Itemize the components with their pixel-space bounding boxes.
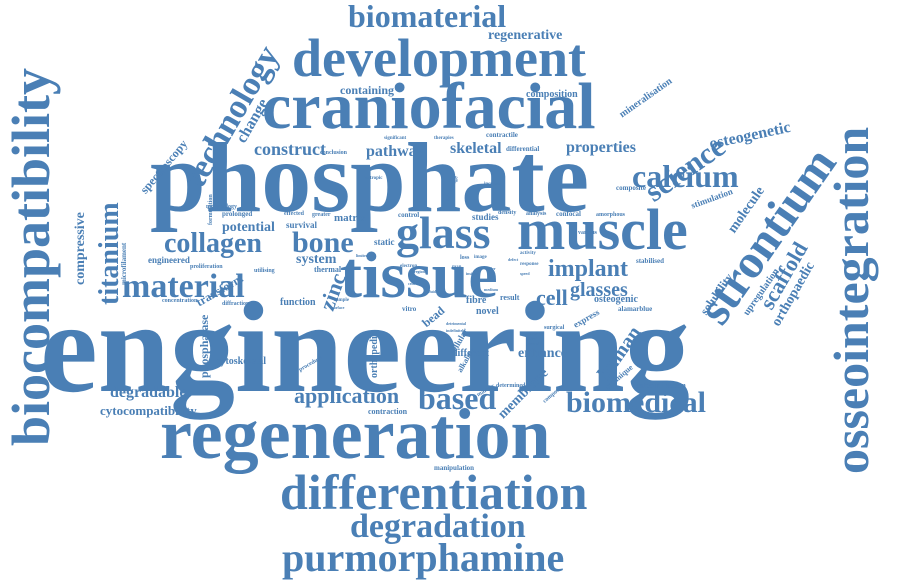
word-loss: loss xyxy=(460,255,469,261)
word-manipulation: manipulation xyxy=(434,465,474,472)
word-conclusion: conclusion xyxy=(320,150,347,156)
word-increase: increase xyxy=(484,182,501,187)
word-various: various xyxy=(578,230,597,236)
word-studies: studies xyxy=(472,213,499,222)
word-differ: differ xyxy=(486,267,496,271)
word-osteoinduction: osteoinduction xyxy=(636,382,686,390)
word-engineered: engineered xyxy=(148,256,190,265)
word-prolonged: prolonged xyxy=(222,211,252,218)
word-diffraction: diffraction xyxy=(222,301,249,307)
word-properties: properties xyxy=(566,140,636,156)
word-pathway: pathway xyxy=(366,144,425,160)
word-limited: limited xyxy=(356,254,368,258)
word-calcium: calcium xyxy=(632,160,739,192)
word-composite: composite xyxy=(616,185,646,192)
word-image: image xyxy=(474,255,487,260)
word-potential: potential xyxy=(222,221,275,235)
word-vitro: vitro xyxy=(402,306,416,313)
word-control: control xyxy=(398,212,419,219)
word-enhance: enhance xyxy=(518,347,567,361)
word-orthopedic: orthopedic xyxy=(370,332,380,378)
word-stabilised: stabilised xyxy=(636,258,664,265)
word-osteogenetic: osteogenetic xyxy=(708,120,792,153)
word-phosphatase: phosphatase xyxy=(198,315,210,378)
word-surface: surface xyxy=(332,306,344,310)
word-contraction: contraction xyxy=(368,408,407,416)
word-matrix: matrix xyxy=(334,213,366,224)
word-fibre: fibre xyxy=(466,296,486,306)
word-thermal: thermal xyxy=(314,266,341,274)
word-cells: cells xyxy=(408,282,415,286)
word-compressive: compressive xyxy=(74,212,88,285)
word-cytoskeletal: cytoskeletal xyxy=(216,357,266,367)
word-result: result xyxy=(500,294,519,302)
word-containing: containing xyxy=(340,84,394,96)
word-significant: significant xyxy=(384,136,406,141)
word-skeletal: skeletal xyxy=(450,141,502,157)
word-amorphous: amorphous xyxy=(596,212,625,218)
word-concentration: concentration xyxy=(162,298,197,304)
word-analysis: analysis xyxy=(526,211,546,217)
word-novel: novel xyxy=(476,307,499,317)
word-implant: implant xyxy=(548,257,628,281)
word-differential: differential xyxy=(506,146,539,153)
word-application: application xyxy=(294,385,399,407)
word-regenerative: regenerative xyxy=(488,29,562,43)
word-general: general xyxy=(526,342,539,346)
word-effected: effected xyxy=(284,211,304,217)
word-composition: composition xyxy=(526,90,578,100)
word-morphology: morphology xyxy=(206,204,237,210)
word-density: density xyxy=(498,210,516,216)
word-biomedical: biomedical xyxy=(566,388,706,418)
word-response: response xyxy=(520,262,539,267)
word-determined: determined xyxy=(496,383,525,389)
word-detrimental: detrimental xyxy=(446,322,466,326)
word-degradable: degradable xyxy=(110,385,186,401)
word-mineralisation: mineralisation xyxy=(618,77,674,121)
word-alamarblue: alamarblue xyxy=(618,306,652,313)
word-therapies: therapies xyxy=(434,136,454,141)
word-medium: medium xyxy=(484,288,498,292)
word-contractile: contractile xyxy=(486,132,518,139)
word-biomaterial: biomaterial xyxy=(348,0,506,32)
word-different: different xyxy=(452,349,489,359)
word-fluid: fluid xyxy=(428,290,436,294)
word-utilising: utilising xyxy=(254,268,275,274)
word-defect: defect xyxy=(508,258,518,262)
word-speed: speed xyxy=(520,272,530,276)
word-region: region xyxy=(414,270,425,274)
word-barrier: barrier xyxy=(526,332,538,336)
word-sample: sample xyxy=(334,298,349,303)
word-insight: insight xyxy=(466,272,478,276)
word-isotropic: isotropic xyxy=(364,176,383,181)
word-activity: activity xyxy=(520,251,536,256)
word-indefinitely: indefinitely xyxy=(446,329,465,333)
word-survival: survival xyxy=(286,221,317,230)
word-surgical: surgical xyxy=(544,325,564,331)
word-man: man xyxy=(452,265,461,270)
word-function: function xyxy=(280,298,316,308)
word-muscle: muscle xyxy=(517,201,688,259)
word-purmorphamine: purmorphamine xyxy=(282,538,564,578)
word-static: static xyxy=(374,238,395,247)
word-confocal: confocal xyxy=(556,211,581,218)
word-cell: cell xyxy=(536,287,568,309)
word-cytocompatibility: cytocompatibility xyxy=(100,404,197,417)
word-construct: construct xyxy=(254,140,326,158)
word-proliferation: proliferation xyxy=(190,264,223,270)
word-greater: greater xyxy=(312,212,331,218)
word-biocompatibility: biocompatibility xyxy=(4,68,58,446)
word-osteogenic: osteogenic xyxy=(594,295,638,305)
